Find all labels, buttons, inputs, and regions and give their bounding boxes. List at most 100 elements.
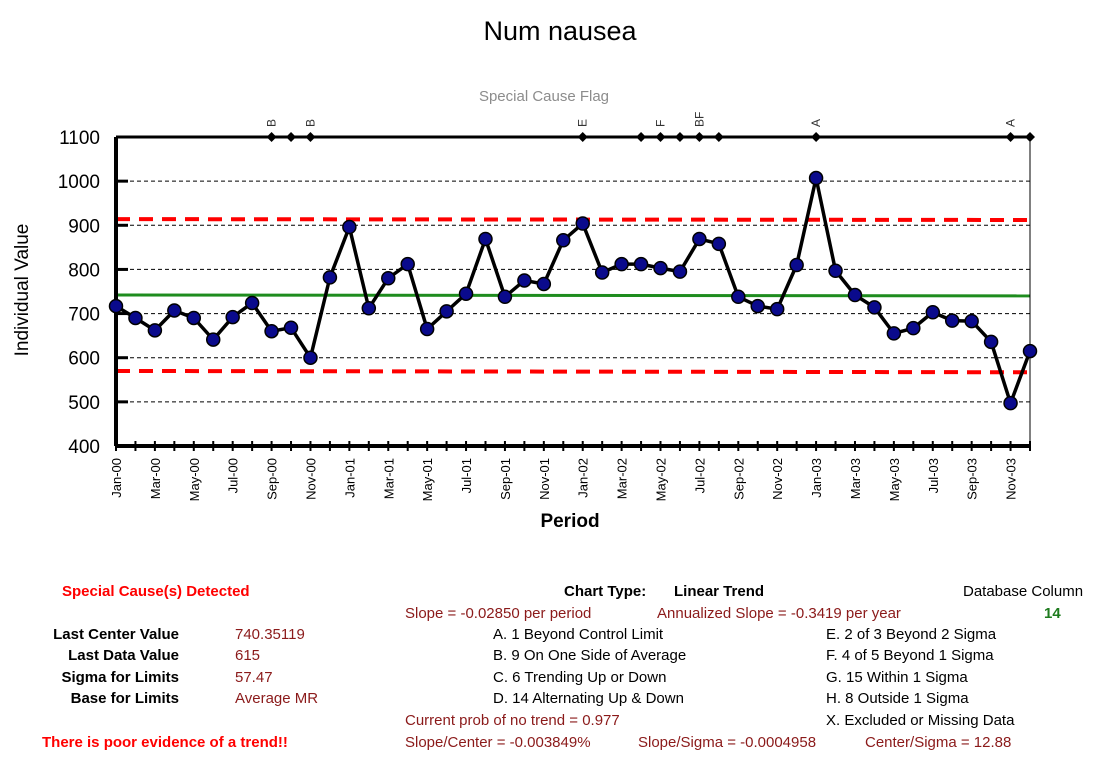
data-point	[128, 310, 143, 326]
x-tick-label: May-01	[420, 458, 435, 501]
stat-value-center: 740.35119	[235, 626, 305, 643]
x-tick-label: Jul-01	[459, 458, 474, 493]
y-tick-label: 900	[68, 216, 100, 237]
data-point	[906, 320, 921, 336]
x-axis-label: Period	[540, 511, 599, 532]
data-point	[672, 264, 688, 279]
x-tick-label: Nov-03	[1004, 458, 1019, 500]
rule-c: C. 6 Trending Up or Down	[493, 669, 667, 686]
data-point	[653, 260, 668, 276]
slope-center: Slope/Center = -0.003849%	[405, 734, 591, 751]
x-tick-label: Sep-01	[498, 458, 513, 500]
data-point	[886, 326, 902, 341]
x-tick-label: Sep-00	[265, 458, 280, 500]
data-point	[575, 216, 590, 231]
rule-f: F. 4 of 5 Beyond 1 Sigma	[826, 647, 994, 664]
x-tick-label: Sep-02	[731, 458, 746, 500]
database-column-value: 14	[1044, 605, 1061, 622]
data-point	[594, 265, 610, 280]
control-chart: Num nausea Special Cause Flag Individual…	[12, 16, 1038, 532]
data-point	[1022, 343, 1038, 359]
y-axis-label: Individual Value	[12, 224, 33, 357]
x-tick-label: Jan-03	[809, 458, 824, 498]
flag-label: F	[654, 120, 668, 127]
flag-marker	[694, 132, 705, 142]
rule-d: D. 14 Alternating Up & Down	[493, 690, 684, 707]
flag-marker	[1025, 132, 1035, 142]
data-point	[750, 298, 765, 314]
data-point	[925, 304, 941, 320]
stat-label-sigma: Sigma for Limits	[61, 669, 179, 686]
chart-type-label: Chart Type:	[564, 583, 647, 600]
data-point	[769, 301, 785, 317]
x-tick-label: Jul-03	[926, 458, 941, 493]
flag-label: A	[1004, 119, 1018, 127]
rule-b: B. 9 On One Side of Average	[493, 647, 687, 664]
flag-marker	[811, 132, 822, 142]
x-tick-label: Mar-00	[148, 458, 163, 499]
x-tick-label: Jan-01	[342, 458, 357, 498]
x-tick-label: May-00	[187, 458, 202, 501]
special-cause-status: Special Cause(s) Detected	[62, 583, 250, 600]
data-point	[983, 334, 999, 350]
data-point	[633, 256, 649, 272]
flag-marker	[266, 132, 277, 142]
data-point	[1003, 395, 1018, 411]
data-point	[556, 233, 571, 248]
stat-label-base: Base for Limits	[70, 690, 179, 707]
y-tick-label: 1000	[58, 172, 100, 193]
flag-label: BF	[692, 112, 706, 127]
flag-label: E	[576, 119, 590, 127]
data-point	[205, 332, 221, 347]
x-tick-label: Nov-00	[303, 458, 318, 500]
rule-x: X. Excluded or Missing Data	[826, 712, 1015, 729]
rule-a: A. 1 Beyond Control Limit	[493, 626, 664, 643]
data-point	[322, 270, 338, 285]
y-tick-label: 600	[68, 349, 100, 370]
data-point	[614, 256, 629, 272]
data-point	[303, 350, 318, 365]
flag-marker	[1005, 132, 1016, 142]
center-sigma: Center/Sigma = 12.88	[865, 734, 1012, 751]
trend-evidence-note: There is poor evidence of a trend!!	[42, 734, 288, 751]
data-point	[419, 321, 435, 337]
plot-area: 400 500 600 700 800 900 1000 1100 Jan-00 Mar-00 Ma…	[58, 112, 1038, 501]
data-point	[944, 313, 960, 328]
y-tick-label: 400	[68, 437, 100, 458]
flag-label: A	[809, 119, 823, 127]
data-point	[964, 313, 979, 329]
upper-control-limit	[115, 217, 1031, 222]
data-point	[711, 236, 727, 252]
data-point	[167, 303, 182, 318]
data-point	[497, 289, 513, 305]
data-point	[186, 310, 202, 326]
flag-marker	[713, 132, 724, 142]
flag-label: B	[303, 119, 317, 127]
prob-no-trend: Current prob of no trend = 0.977	[405, 712, 620, 729]
data-point	[439, 304, 454, 319]
x-tick-label: Nov-02	[770, 458, 785, 500]
x-tick-label: Mar-02	[615, 458, 630, 499]
rule-h: H. 8 Outside 1 Sigma	[826, 690, 969, 707]
data-point	[536, 276, 552, 292]
data-point	[283, 320, 299, 335]
rule-e: E. 2 of 3 Beyond 2 Sigma	[826, 626, 997, 643]
database-column-label: Database Column	[963, 583, 1084, 600]
x-tick-label: Mar-03	[848, 458, 863, 499]
flag-marker	[655, 132, 666, 142]
stat-value-base: Average MR	[235, 690, 319, 707]
chart-title: Num nausea	[483, 16, 637, 46]
series-line	[115, 176, 1032, 405]
data-point	[458, 286, 474, 301]
x-tick-label: Sep-03	[965, 458, 980, 500]
stat-value-last: 615	[235, 647, 261, 664]
x-tick-label: May-03	[887, 458, 902, 501]
data-point	[400, 256, 415, 272]
data-point	[692, 231, 707, 247]
x-tick-label: May-02	[654, 458, 669, 501]
data-point	[361, 301, 377, 316]
slope-text: Slope = -0.02850 per period	[405, 605, 592, 622]
data-point	[108, 298, 124, 314]
x-tick-label: Jan-00	[109, 458, 124, 498]
flag-marker	[305, 132, 316, 142]
